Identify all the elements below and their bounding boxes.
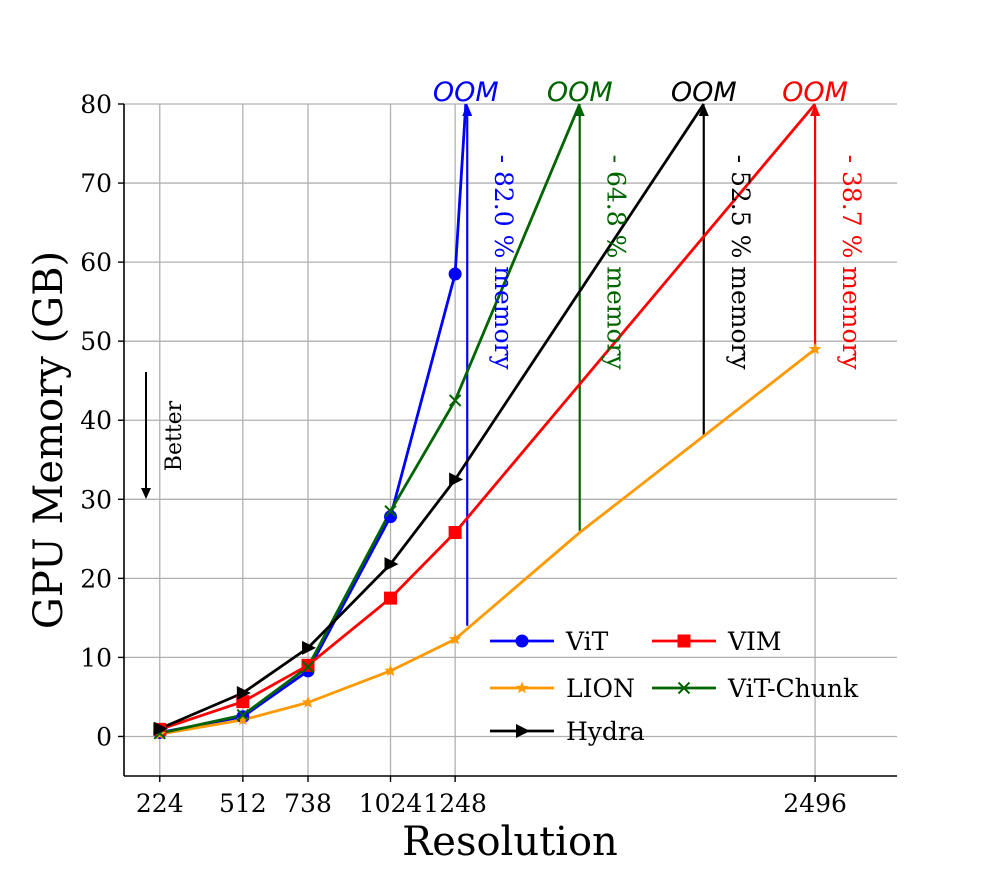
memory-reduction-arrow-head (810, 104, 821, 116)
marker-lion (236, 713, 250, 726)
marker-vit-chunk (236, 708, 250, 722)
better-label: Better (162, 400, 187, 471)
y-tick-label: 20 (80, 564, 112, 593)
oom-label: OOM (547, 77, 613, 108)
memory-reduction-label: - 64.8 % memory (602, 155, 631, 371)
x-tick-label: 512 (219, 789, 267, 818)
marker-vit (448, 267, 462, 281)
oom-label: OOM (433, 77, 499, 108)
legend-marker (515, 634, 529, 648)
memory-reduction-arrow-head (698, 104, 709, 116)
marker-vim (384, 591, 398, 605)
oom-label: OOM (671, 77, 737, 108)
y-tick-label: 70 (80, 169, 112, 198)
axes (123, 104, 897, 777)
marker-hydra (449, 472, 464, 487)
y-tick-label: 60 (80, 248, 112, 277)
legend-label: LION (566, 674, 635, 703)
marker-vim (448, 525, 462, 539)
marker-vim (301, 658, 315, 672)
y-tick-label: 80 (80, 90, 112, 119)
legend-label: ViT-Chunk (727, 674, 859, 703)
legend-marker (516, 724, 530, 738)
series-lines (159, 103, 817, 736)
x-tick-label: 2496 (783, 789, 847, 818)
y-tick-label: 10 (80, 643, 112, 672)
marker-lion (448, 632, 462, 645)
marker-hydra (384, 557, 399, 572)
legend-marker (677, 681, 691, 695)
grid-lines (124, 103, 897, 776)
better-arrow-head (141, 488, 151, 499)
x-axis-title: Resolution (402, 819, 618, 865)
y-tick-label: 50 (80, 327, 112, 356)
x-tick-label: 224 (136, 789, 184, 818)
series-line-hydra (159, 103, 705, 730)
legend-label: VIM (727, 627, 782, 656)
marker-lion (384, 664, 397, 677)
x-tick-label: 738 (284, 789, 332, 818)
series-line-vim (159, 103, 817, 731)
y-tick-label: 40 (80, 406, 112, 435)
annotation-texts: - 82.0 % memory - 64.8 % memory - 52.5 % m… (433, 77, 866, 371)
series-line-vit (159, 103, 468, 734)
marker-vit-chunk (301, 660, 315, 674)
series-line-vit-chunk (159, 103, 581, 735)
memory-reduction-label: - 82.0 % memory (489, 155, 518, 371)
memory-reduction-label: - 38.7 % memory (837, 155, 866, 371)
legend-label: Hydra (566, 717, 645, 746)
marker-lion (301, 695, 315, 708)
tick-labels: 0 10 20 30 40 50 60 70 80 224 512 738 1024 1248 2496 (80, 90, 847, 818)
x-tick-label: 1024 (359, 789, 423, 818)
better-indicator: Better (141, 372, 187, 499)
series-markers (153, 267, 822, 740)
legend-label: ViT (565, 627, 609, 656)
marker-vit-chunk (384, 504, 397, 518)
legend-marker (515, 681, 529, 694)
x-tick-label: 1248 (423, 789, 487, 818)
series-line-lion (159, 347, 816, 736)
y-axis-title: GPU Memory (GB) (26, 251, 72, 629)
marker-hydra (153, 721, 168, 736)
marker-lion (808, 342, 822, 355)
y-tick-label: 0 (96, 722, 112, 751)
oom-label: OOM (782, 77, 848, 108)
legend-marker (677, 634, 691, 648)
marker-hydra (236, 685, 251, 700)
marker-hydra (302, 640, 317, 655)
memory-reduction-label: - 52.5 % memory (726, 155, 755, 371)
marker-vit-chunk (448, 394, 462, 407)
legend: ViT VIM LION ViT-Chunk Hydra (490, 627, 859, 746)
y-tick-label: 30 (80, 485, 112, 514)
